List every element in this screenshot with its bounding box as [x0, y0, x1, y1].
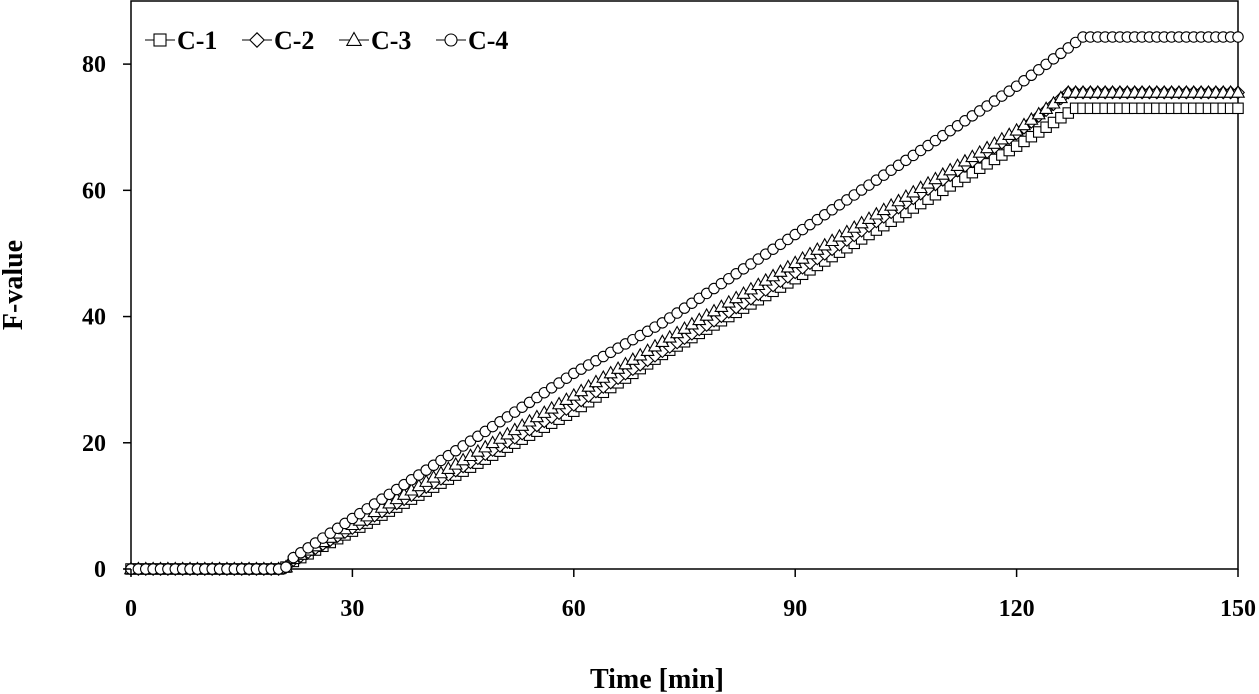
data-point [1232, 31, 1244, 43]
x-axis-title: Time [min] [590, 664, 724, 694]
data-point [280, 561, 292, 573]
x-tick-label: 150 [1220, 596, 1256, 622]
legend-marker [153, 33, 167, 47]
legend-label: C-2 [274, 26, 314, 55]
legend-entry-C-1: C-1 [145, 26, 217, 55]
x-tick-label: 30 [340, 596, 364, 622]
series-layer [123, 31, 1246, 577]
legend-marker [345, 31, 363, 46]
y-tick-label: 80 [82, 52, 106, 78]
y-tick-label: 60 [82, 178, 106, 204]
y-tick-label: 0 [94, 557, 106, 583]
legend-marker [444, 33, 458, 47]
tick-layer: 0 30 60 90 120 150 0 20 40 60 80 [82, 52, 1256, 622]
legend: C-1 C-2 C-3 C-4 [145, 26, 508, 55]
legend-entry-C-2: C-2 [242, 26, 314, 55]
x-tick-label: 90 [783, 596, 807, 622]
legend-label: C-1 [177, 26, 217, 55]
legend-entry-C-3: C-3 [339, 26, 411, 55]
y-axis-title: F-value [0, 240, 29, 330]
data-point [1232, 102, 1244, 115]
series-C-3 [123, 84, 1246, 575]
y-tick-label: 40 [82, 305, 106, 331]
legend-label: C-4 [468, 26, 508, 55]
y-tick-label: 20 [82, 431, 106, 457]
data-point [1230, 84, 1246, 98]
x-tick-label: 0 [125, 596, 137, 622]
series-C-4 [125, 31, 1244, 575]
legend-marker [249, 32, 265, 48]
x-tick-label: 60 [562, 596, 586, 622]
plot-frame [130, 0, 1239, 570]
x-tick-label: 120 [999, 596, 1035, 622]
legend-label: C-3 [371, 26, 411, 55]
legend-entry-C-4: C-4 [436, 26, 508, 55]
